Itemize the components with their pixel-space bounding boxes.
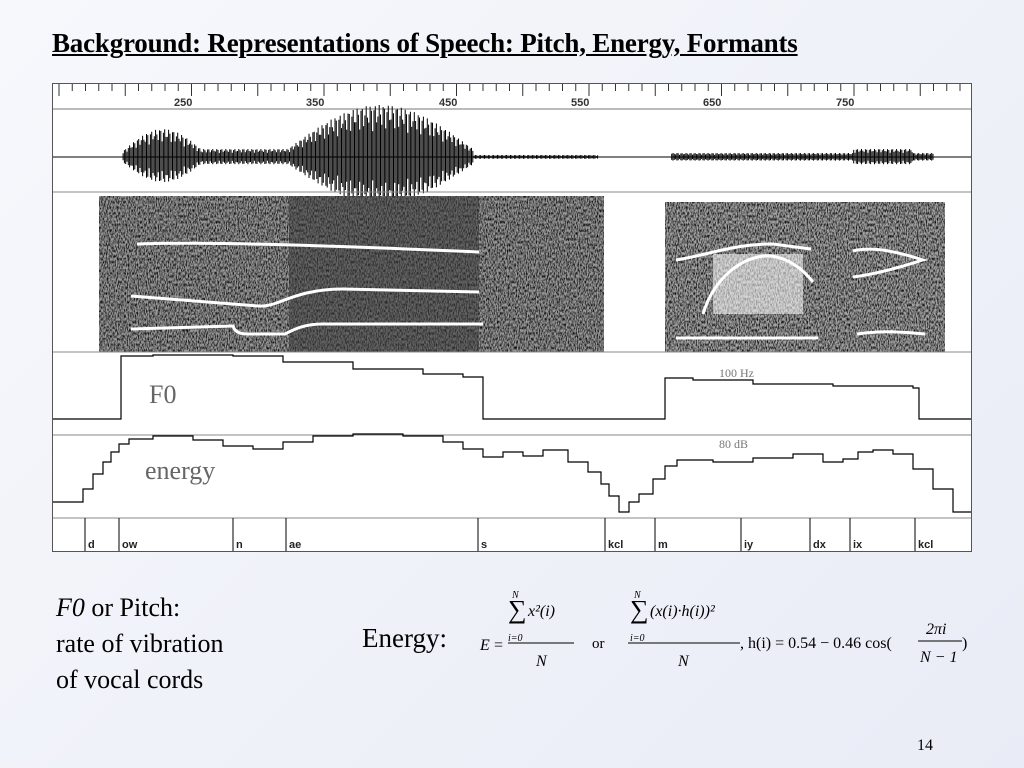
formant-track-ix xyxy=(852,247,929,279)
f0-panel-label: F0 xyxy=(149,380,177,409)
equals-sign: = xyxy=(494,637,503,654)
sigma-2: ∑ xyxy=(630,595,649,624)
time-tick-label: 450 xyxy=(439,97,457,109)
phone-label: dx xyxy=(813,539,827,551)
time-ruler: 250 350 450 550 650 750 xyxy=(58,84,961,109)
sum-upper-limit-1: N xyxy=(511,590,520,601)
time-tick-label: 650 xyxy=(703,97,721,109)
formant-track-ix-f1 xyxy=(856,330,926,336)
phone-label: kcl xyxy=(918,539,933,551)
formant-track-f3-b xyxy=(675,242,812,262)
time-tick-label: 750 xyxy=(836,97,854,109)
f0-definition-line3: of vocal cords xyxy=(56,665,204,694)
formant-track-f3 xyxy=(136,241,480,254)
phone-label: m xyxy=(658,539,668,551)
energy-contour xyxy=(53,433,971,513)
phone-label: d xyxy=(88,539,95,551)
formant-track-f2-b xyxy=(701,254,815,315)
or-label: or xyxy=(592,636,605,652)
speech-figure-canvas: 250 350 450 550 650 750 xyxy=(53,84,971,551)
spectrogram-light-region xyxy=(713,254,803,314)
x-squared-term: x²(i) xyxy=(527,603,555,620)
energy-reference-label: 80 dB xyxy=(719,437,749,451)
time-tick-label: 250 xyxy=(174,97,192,109)
speech-figure: 250 350 450 550 650 750 xyxy=(52,83,972,552)
energy-symbol: E xyxy=(479,637,490,654)
formant-track-f2 xyxy=(130,287,480,308)
denominator-1: N xyxy=(535,653,548,670)
f0-definition-line1: F0 or Pitch: xyxy=(56,590,224,626)
phone-label: iy xyxy=(744,539,754,551)
phone-label: ae xyxy=(289,539,301,551)
sigma-1: ∑ xyxy=(508,595,527,624)
formant-track-f1 xyxy=(130,322,483,336)
f0-reference-label: 100 Hz xyxy=(719,366,754,380)
energy-formula-label: Energy: xyxy=(362,623,447,653)
phone-label: ix xyxy=(853,539,863,551)
waveform-signal xyxy=(122,105,934,204)
slide-title: Background: Representations of Speech: P… xyxy=(52,28,798,58)
spectrogram-dark-region xyxy=(289,196,479,352)
energy-panel-label: energy xyxy=(145,456,216,485)
phone-label: ow xyxy=(122,539,138,551)
f0-definition-rest: or Pitch: xyxy=(84,593,181,622)
spectrogram xyxy=(99,196,945,352)
waveform xyxy=(53,105,971,204)
phone-label: kcl xyxy=(608,539,623,551)
n-minus-one: N − 1 xyxy=(919,649,957,666)
phone-segmentation: d ow n ae s kcl m iy dx ix kcl xyxy=(84,518,933,551)
sum-upper-limit-2: N xyxy=(633,590,642,601)
phone-label: s xyxy=(481,539,487,551)
slide-number: 14 xyxy=(917,737,933,754)
f0-term: F0 xyxy=(56,593,85,622)
hamming-window: , h(i) = 0.54 − 0.46 cos( xyxy=(740,635,892,652)
spectrogram-noise-2 xyxy=(665,202,945,352)
f0-contour xyxy=(53,354,971,420)
time-tick-label: 550 xyxy=(571,97,589,109)
windowed-term: (x(i)·h(i))² xyxy=(650,603,716,620)
denominator-2: N xyxy=(677,653,690,670)
sum-lower-limit-2: i=0 xyxy=(630,633,645,644)
sum-lower-limit-1: i=0 xyxy=(508,633,523,644)
two-pi-i: 2πi xyxy=(926,621,946,638)
energy-formula: N ∑ i=0 x²(i) E = N or N ∑ i=0 (x(i)·h(i… xyxy=(479,590,967,670)
phone-label: n xyxy=(236,539,243,551)
closing-paren: ) xyxy=(962,635,967,652)
f0-definition-line2: rate of vibration xyxy=(56,629,224,658)
f0-definition: F0 or Pitch: rate of vibration of vocal … xyxy=(56,590,224,698)
time-tick-label: 350 xyxy=(306,97,324,109)
